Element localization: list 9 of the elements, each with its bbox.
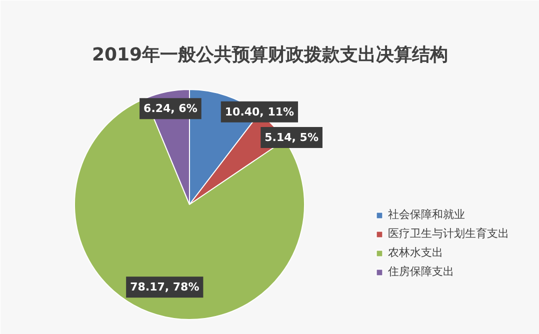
legend-label: 住房保障支出 — [388, 264, 454, 279]
legend-label: 医疗卫生与计划生育支出 — [388, 226, 509, 241]
data-label: 6.24, 6% — [144, 102, 198, 116]
data-label: 5.14, 5% — [264, 130, 318, 144]
data-label: 78.17, 78% — [130, 280, 200, 294]
chart-title: 2019年一般公共预算财政拨款支出决算结构 — [92, 44, 448, 66]
data-label: 10.40, 11% — [224, 105, 294, 118]
legend-label: 农林水支出 — [388, 245, 443, 260]
legend-label: 社会保障和就业 — [388, 207, 465, 222]
